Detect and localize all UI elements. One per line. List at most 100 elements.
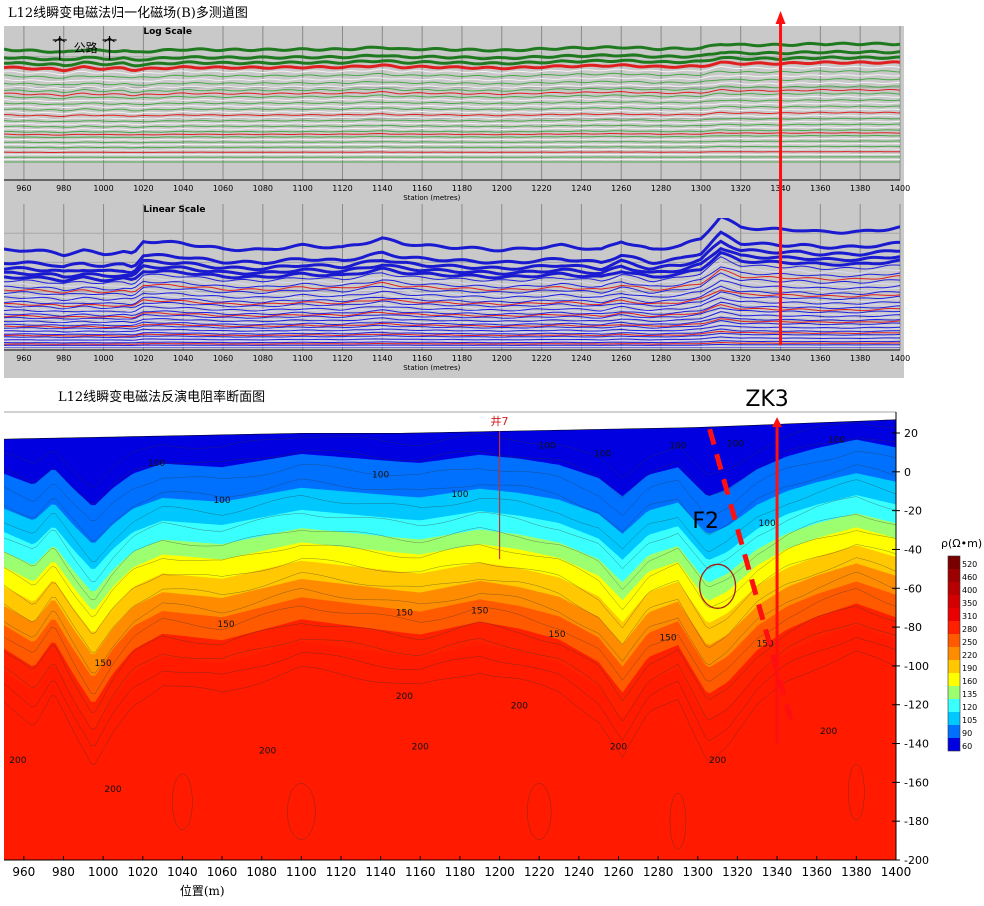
tick-label: 1300 xyxy=(691,184,711,193)
tick-label: 1020 xyxy=(133,184,153,193)
tick-label: 1220 xyxy=(531,184,551,193)
colorbar-tick-label: 60 xyxy=(962,742,972,751)
tick-label: 1100 xyxy=(292,354,312,363)
x-tick-label: 1380 xyxy=(841,865,872,879)
contour-label: 150 xyxy=(95,659,112,669)
tick-label: 1020 xyxy=(133,354,153,363)
contour-label: 100 xyxy=(669,442,686,452)
x-tick-label: 1260 xyxy=(603,865,634,879)
contour-label: 150 xyxy=(471,607,488,617)
colorbar-swatch xyxy=(948,699,960,712)
x-tick-label: 1040 xyxy=(167,865,198,879)
colorbar-swatch xyxy=(948,660,960,673)
tick-label: 1180 xyxy=(452,184,472,193)
contour-label: 100 xyxy=(148,459,165,469)
tick-label: 1120 xyxy=(332,184,352,193)
contour-label: 150 xyxy=(217,620,234,630)
tick-label: 1040 xyxy=(173,184,193,193)
section-layers xyxy=(4,414,896,860)
tick-label: 960 xyxy=(16,354,31,363)
tick-label: 1000 xyxy=(93,184,113,193)
colorbar-swatch xyxy=(948,738,960,751)
tick-label: 1060 xyxy=(213,184,233,193)
tick-label: 1260 xyxy=(611,184,631,193)
colorbar-tick-label: 460 xyxy=(962,573,977,582)
colorbar-tick-label: 280 xyxy=(962,625,977,634)
tick-label: 1200 xyxy=(492,184,512,193)
contour-label: 200 xyxy=(9,756,26,766)
x-tick-label: 1200 xyxy=(484,865,515,879)
x-tick-label: 1060 xyxy=(207,865,238,879)
contour-label: 150 xyxy=(548,630,565,640)
contour-label: 200 xyxy=(511,702,528,712)
colorbar-tick-label: 135 xyxy=(962,690,977,699)
x-tick-label: 1400 xyxy=(881,865,912,879)
tick-label: 1240 xyxy=(571,184,591,193)
figure-title-bottom: L12线瞬变电磁法反演电阻率断面图 xyxy=(58,389,265,405)
y-tick-label: -40 xyxy=(904,543,922,556)
tick-label: 1260 xyxy=(611,354,631,363)
tick-label: 1280 xyxy=(651,354,671,363)
contour-label: 200 xyxy=(610,742,627,752)
colorbar-tick-label: 120 xyxy=(962,703,977,712)
tick-label: 1180 xyxy=(452,354,472,363)
contour-label: 200 xyxy=(259,746,276,756)
tick-label: 1380 xyxy=(850,184,870,193)
contour-label: 150 xyxy=(396,608,413,618)
contour-label: 100 xyxy=(594,449,611,459)
x-tick-label: 1180 xyxy=(445,865,476,879)
fault-label: F2 xyxy=(692,509,719,534)
tick-label: 1380 xyxy=(850,354,870,363)
tick-label: 1140 xyxy=(372,354,392,363)
y-tick-label: -140 xyxy=(904,738,929,751)
tick-label: 980 xyxy=(56,184,71,193)
colorbar-tick-label: 220 xyxy=(962,651,977,660)
contour-label: 200 xyxy=(412,742,429,752)
road-label: 公路 xyxy=(74,40,98,55)
colorbar-swatch xyxy=(948,647,960,660)
tick-label: 1300 xyxy=(691,354,711,363)
x-tick-label: 1080 xyxy=(246,865,277,879)
x-tick-label: 1240 xyxy=(564,865,595,879)
tick-label: 1220 xyxy=(531,354,551,363)
colorbar-swatch xyxy=(948,712,960,725)
x-axis-label: 位置(m) xyxy=(180,883,225,898)
tick-label: 1100 xyxy=(292,184,312,193)
colorbar-swatch xyxy=(948,582,960,595)
tick-label: 1160 xyxy=(412,184,432,193)
x-tick-label: 980 xyxy=(52,865,75,879)
colorbar-swatch xyxy=(948,686,960,699)
tick-label: 1000 xyxy=(93,354,113,363)
contour-label: 200 xyxy=(820,727,837,737)
tick-label: 1120 xyxy=(332,354,352,363)
x-tick-label: 1320 xyxy=(722,865,753,879)
well-label: 井7 xyxy=(491,414,509,428)
colorbar-swatch xyxy=(948,595,960,608)
colorbar-tick-label: 520 xyxy=(962,560,977,569)
trace-line xyxy=(4,346,900,347)
colorbar-swatch xyxy=(948,634,960,647)
colorbar-tick-label: 190 xyxy=(962,664,977,673)
tick-label: 1360 xyxy=(810,354,830,363)
tick-label: 1400 xyxy=(890,184,910,193)
contour-label: 100 xyxy=(213,496,230,506)
tick-label: 1040 xyxy=(173,354,193,363)
panel-title: Linear Scale xyxy=(143,205,205,215)
x-tick-label: 1020 xyxy=(127,865,158,879)
contour-label: 100 xyxy=(727,440,744,450)
x-axis-label: Station (metres) xyxy=(403,194,460,202)
tick-label: 1320 xyxy=(731,184,751,193)
tick-label: 1340 xyxy=(770,354,790,363)
contour-label: 200 xyxy=(104,785,121,795)
tick-label: 1080 xyxy=(253,184,273,193)
tick-label: 1400 xyxy=(890,354,910,363)
x-tick-label: 1280 xyxy=(643,865,674,879)
colorbar: ρ(Ω•m)5204604003503102802502201901601351… xyxy=(941,537,982,751)
x-tick-label: 1100 xyxy=(286,865,317,879)
contour-label: 100 xyxy=(539,442,556,452)
contour-label: 100 xyxy=(451,490,468,500)
figure-title-top: L12线瞬变电磁法归一化磁场(B)多测道图 xyxy=(8,5,248,21)
